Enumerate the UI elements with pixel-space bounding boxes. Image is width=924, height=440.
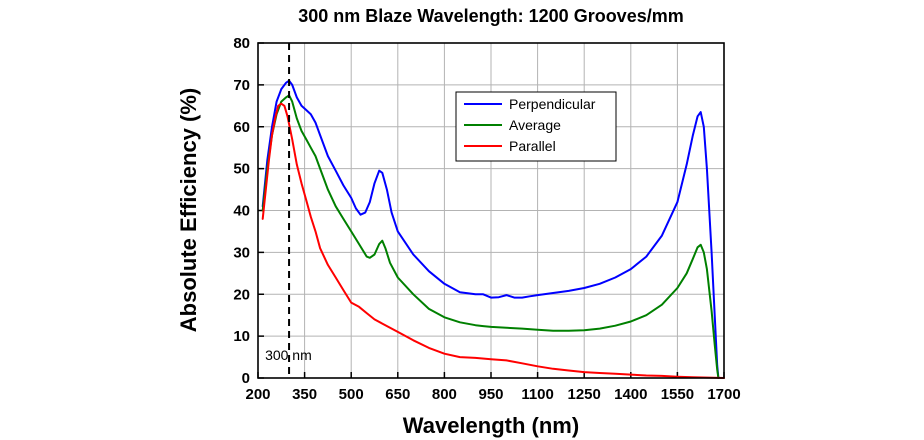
blaze-marker-label: 300 nm [265, 347, 312, 363]
chart-title: 300 nm Blaze Wavelength: 1200 Grooves/mm [298, 6, 683, 26]
x-tick-label: 350 [292, 386, 317, 403]
y-tick-label: 60 [233, 119, 250, 136]
x-tick-label: 800 [432, 386, 457, 403]
series-line-parallel [261, 102, 725, 379]
y-tick-label: 40 [233, 203, 250, 220]
y-tick-label: 80 [233, 35, 250, 52]
plot-frame [257, 42, 725, 379]
x-tick-label: 950 [478, 386, 503, 403]
x-tick-label: 1700 [707, 386, 740, 403]
x-tick-label: 500 [339, 386, 364, 403]
y-tick-label: 50 [233, 161, 250, 178]
y-tick-label: 30 [233, 244, 250, 261]
legend-label-parallel: Parallel [509, 138, 556, 154]
series-lines [261, 79, 725, 379]
legend: Perpendicular Average Parallel [455, 91, 617, 162]
series-line-average [261, 94, 720, 379]
y-tick-label: 70 [233, 77, 250, 94]
y-axis-title: Absolute Efficiency (%) [176, 88, 201, 332]
x-tick-label: 200 [245, 386, 270, 403]
x-axis-title: Wavelength (nm) [403, 413, 579, 438]
x-tick-label: 650 [385, 386, 410, 403]
axis-ticks: 200 350 500 650 800 950 1100 1250 1400 1550 1700 0 1… [233, 35, 740, 403]
series-line-perpendicular [261, 79, 720, 379]
x-tick-label: 1400 [614, 386, 647, 403]
x-tick-label: 1550 [661, 386, 694, 403]
legend-label-average: Average [509, 117, 561, 133]
x-tick-label: 1100 [521, 386, 554, 403]
x-tick-label: 1250 [568, 386, 601, 403]
y-tick-label: 0 [242, 370, 250, 387]
legend-label-perpendicular: Perpendicular [509, 96, 596, 112]
y-tick-label: 20 [233, 286, 250, 303]
blaze-wavelength-marker: 300 nm [265, 43, 312, 378]
y-tick-label: 10 [233, 328, 250, 345]
